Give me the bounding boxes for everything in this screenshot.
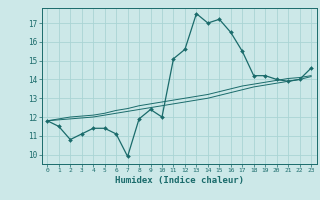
- X-axis label: Humidex (Indice chaleur): Humidex (Indice chaleur): [115, 176, 244, 185]
